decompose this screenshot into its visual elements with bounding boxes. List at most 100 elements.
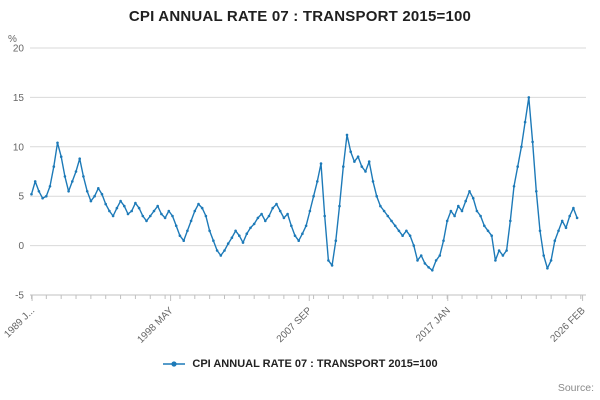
series-point <box>293 234 297 237</box>
series-point <box>71 180 74 183</box>
series-point <box>523 120 527 124</box>
series-point <box>560 219 564 223</box>
series-point <box>349 150 353 153</box>
series-point <box>356 155 360 158</box>
series-point <box>549 259 553 262</box>
series-point <box>167 209 171 213</box>
series-point <box>182 239 185 242</box>
series-point <box>345 133 349 137</box>
series-point <box>412 244 416 247</box>
series-point <box>256 216 260 220</box>
x-tick-label: 2017 JAN <box>414 305 453 344</box>
series-point <box>308 209 312 213</box>
series-point <box>386 214 390 218</box>
series-point <box>520 145 523 149</box>
series-point <box>516 165 519 168</box>
series-point <box>471 196 475 200</box>
series-point <box>141 214 145 218</box>
series-point <box>557 229 560 233</box>
series-point <box>189 219 193 223</box>
series-point <box>204 214 208 218</box>
series-point <box>78 157 81 160</box>
series-point <box>379 204 382 208</box>
series-point <box>390 219 393 223</box>
series-point <box>301 232 304 235</box>
series-point <box>364 170 367 173</box>
series-point <box>542 254 545 257</box>
series-point <box>408 234 412 237</box>
y-axis-unit-label: % <box>8 34 17 45</box>
series-point <box>553 239 557 242</box>
series-point <box>93 194 96 198</box>
series-point <box>89 199 93 203</box>
page-title: CPI ANNUAL RATE 07 : TRANSPORT 2015=100 <box>128 8 472 25</box>
series-point <box>360 165 364 168</box>
series-point <box>85 190 89 193</box>
series-point <box>282 216 286 220</box>
series-point <box>405 229 408 233</box>
series-point <box>434 259 438 262</box>
series-point <box>460 209 464 213</box>
series-point <box>505 249 508 252</box>
series-point <box>535 190 538 193</box>
series-point <box>564 226 568 230</box>
series-point <box>160 212 163 216</box>
series-point <box>509 219 512 223</box>
series-point <box>338 204 341 208</box>
series-point <box>527 96 531 99</box>
series-point <box>267 214 271 218</box>
series-point <box>48 185 52 188</box>
series-point <box>119 199 122 203</box>
series-point <box>449 209 453 213</box>
y-tick-label: 5 <box>18 192 24 203</box>
series-point <box>249 226 252 230</box>
series-point <box>45 194 48 198</box>
legend-item[interactable]: CPI ANNUAL RATE 07 : TRANSPORT 2015=100 <box>162 358 438 370</box>
series-point <box>393 224 397 228</box>
series-point <box>241 241 245 244</box>
legend: CPI ANNUAL RATE 07 : TRANSPORT 2015=100 <box>0 358 600 370</box>
series-point <box>330 264 334 267</box>
series-point <box>468 190 471 193</box>
series-point <box>234 229 237 233</box>
source-label: Source: <box>557 382 594 394</box>
series-point <box>111 214 115 218</box>
series-point <box>490 234 494 237</box>
series-point <box>171 214 174 218</box>
series-point <box>123 204 126 208</box>
series-point <box>100 192 104 196</box>
series-point <box>575 216 579 220</box>
series-point <box>126 212 130 216</box>
series-point <box>382 209 386 213</box>
series-point <box>486 229 490 233</box>
series-point <box>56 141 59 145</box>
series-point <box>260 212 263 216</box>
series-point <box>464 199 468 203</box>
series-point <box>67 190 70 193</box>
series-point <box>215 249 219 252</box>
series-point <box>275 202 278 206</box>
series-point <box>197 202 200 206</box>
series-point <box>156 204 159 208</box>
series-point <box>479 214 482 218</box>
series-point <box>475 209 479 213</box>
series-point <box>252 222 256 226</box>
series-point <box>453 214 456 218</box>
series-point <box>401 234 404 237</box>
series-point <box>130 209 133 213</box>
x-tick-label: 2007 SEP <box>275 305 315 345</box>
legend-label: CPI ANNUAL RATE 07 : TRANSPORT 2015=100 <box>192 358 438 370</box>
series-point <box>427 266 430 269</box>
series-point <box>423 262 427 265</box>
series-point <box>59 155 63 158</box>
chart-svg: -5 0 5 10 15 20% 1989 J... 1998 MAY 2007 SEP 2017… <box>2 34 588 346</box>
x-tick-label: 1998 MAY <box>135 305 176 346</box>
series-point <box>483 224 486 228</box>
series-point <box>145 219 148 223</box>
series-point <box>457 204 460 208</box>
series-line <box>30 96 578 272</box>
series-point <box>37 190 41 193</box>
series-point <box>152 209 156 213</box>
series-point <box>208 229 211 233</box>
y-tick-label: 0 <box>18 241 24 252</box>
